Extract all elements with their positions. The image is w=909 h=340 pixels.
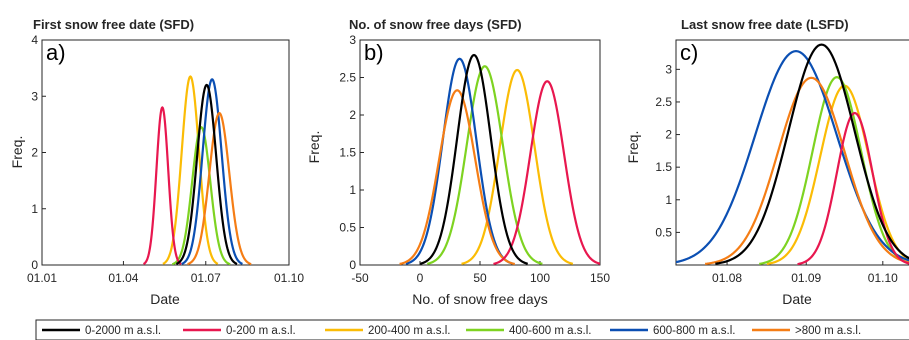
panel-b-xtick-label: -50 [351, 271, 369, 285]
panel-a-letter: a) [46, 40, 66, 65]
panel-b: No. of snow free days (SFD) b) No. of sn… [306, 17, 610, 307]
panel-c-series-0-line [715, 43, 909, 265]
panel-b-letter: b) [364, 40, 384, 65]
panel-b-ytick-label: 0 [349, 258, 356, 272]
panel-b-series-4-line [405, 57, 514, 265]
panel-b-series-3-line [426, 65, 543, 265]
panel-a-ytick-label: 2 [31, 146, 38, 160]
legend-label-1: 0-200 m a.s.l. [226, 325, 296, 337]
legend-label-2: 200-400 m a.s.l. [368, 325, 450, 337]
legend-items: 0-2000 m a.s.l. 0-200 m a.s.l. 200-400 m a… [42, 325, 861, 337]
panel-a-axes [41, 39, 290, 266]
panel-c-series-1-line [797, 111, 909, 265]
panel-c-xlabel: Date [782, 291, 812, 307]
panel-a-series-1-line [142, 106, 182, 265]
panel-c-series-5-line [704, 76, 909, 265]
panel-c-title: Last snow free date (LSFD) [681, 17, 849, 32]
panel-a-ylabel: Freq. [9, 136, 25, 169]
panel-c-xtick-label: 01.09 [791, 271, 821, 285]
panel-a-xtick-label: 01.10 [274, 271, 304, 285]
panel-b-ytick-label: 1.5 [339, 146, 356, 160]
panel-c-ytick-label: 2.5 [655, 95, 672, 109]
panel-c-ytick-label: 1.5 [655, 160, 672, 174]
legend: 0-2000 m a.s.l. 0-200 m a.s.l. 200-400 m a… [35, 319, 909, 340]
panel-a-ytick-label: 1 [31, 202, 38, 216]
panel-b-ytick-label: 2.5 [339, 71, 356, 85]
panel-b-ytick-label: 0.5 [339, 221, 356, 235]
panel-a-ytick-label: 4 [31, 33, 38, 47]
panel-c-xtick-label: 01.08 [712, 271, 742, 285]
panel-b-xtick-label: 150 [590, 271, 610, 285]
panel-b-ylabel: Freq. [306, 131, 322, 164]
panel-c-ytick-label: 2 [665, 128, 672, 142]
panel-a-xtick-label: 01.07 [191, 271, 221, 285]
panel-b-series-5-line [399, 89, 516, 265]
panel-c-plot: 01.08 01.09 01.10 0.5 1 1.5 2 2.5 3 [655, 43, 909, 285]
panel-a-series-2-line [162, 75, 219, 265]
panel-a-ytick-label: 3 [31, 89, 38, 103]
panel-b-series-1-line [493, 80, 600, 265]
panel-b-xlabel: No. of snow free days [412, 291, 547, 307]
panel-a-series-3-line [171, 126, 231, 265]
panel-c: Last snow free date (LSFD) c) Date Freq.… [625, 17, 909, 307]
panel-b-xtick-label: 100 [530, 271, 550, 285]
panel-b-series-0-line [419, 53, 529, 265]
panel-b-title: No. of snow free days (SFD) [349, 17, 522, 32]
panel-c-ytick-label: 1 [665, 193, 672, 207]
panel-b-ytick-label: 1 [349, 183, 356, 197]
legend-label-4: 600-800 m a.s.l. [653, 325, 735, 337]
panel-c-ytick-label: 3 [665, 62, 672, 76]
panel-a-title: First snow free date (SFD) [33, 17, 194, 32]
panel-b-xtick-label: 50 [473, 271, 487, 285]
panel-c-letter: c) [680, 40, 698, 65]
panel-c-series-4-line [676, 49, 909, 264]
panel-a-series-5-line [187, 111, 252, 265]
legend-label-5: >800 m a.s.l. [795, 325, 861, 337]
panel-a-xtick-label: 01.01 [27, 271, 57, 285]
panel-a-xtick-label: 01.04 [108, 271, 138, 285]
panel-a-xlabel: Date [150, 291, 180, 307]
panel-a-series-0-line [175, 83, 238, 265]
panel-a: First snow free date (SFD) a) Date Freq.… [9, 17, 304, 307]
legend-label-3: 400-600 m a.s.l. [509, 325, 591, 337]
panel-c-axes [675, 39, 909, 266]
panel-c-ytick-label: 0.5 [655, 225, 672, 239]
panel-a-plot: 01.01 01.04 01.07 01.10 0 1 2 3 4 [27, 33, 304, 285]
panel-b-ytick-label: 2 [349, 108, 356, 122]
panel-b-xtick-label: 0 [417, 271, 424, 285]
panel-b-series-2-line [461, 68, 574, 265]
panel-a-ytick-label: 0 [31, 258, 38, 272]
panel-c-xtick-label: 01.10 [868, 271, 898, 285]
panel-b-ytick-label: 3 [349, 33, 356, 47]
panel-c-series-3-line [759, 76, 909, 265]
panel-a-series-4-line [181, 78, 243, 265]
legend-label-0: 0-2000 m a.s.l. [85, 325, 161, 337]
panel-c-ylabel: Freq. [625, 131, 641, 164]
